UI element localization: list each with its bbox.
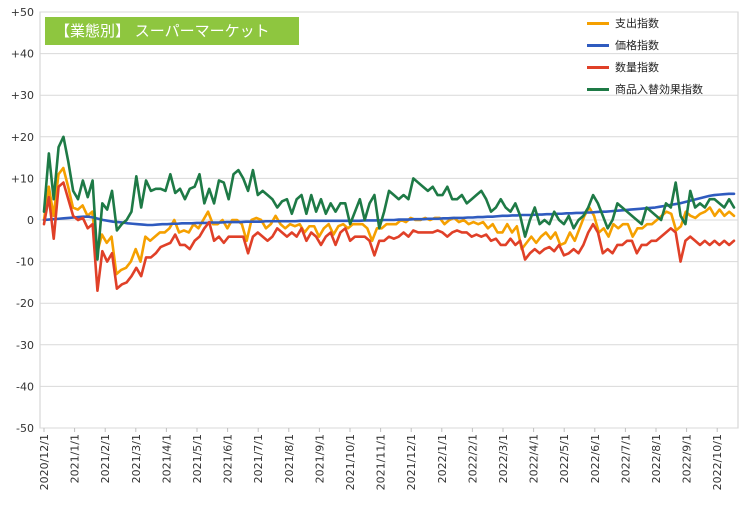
legend-label: 支出指数 <box>615 17 659 30</box>
x-tick-label: 2022/1/1 <box>436 434 449 483</box>
legend-swatch <box>587 65 609 69</box>
legend: 支出指数 価格指数 数量指数 商品入替効果指数 <box>587 12 703 100</box>
x-tick-label: 2021/5/1 <box>191 434 204 483</box>
legend-swatch <box>587 43 609 47</box>
legend-item-spending: 支出指数 <box>587 12 703 34</box>
y-tick-label: +20 <box>11 131 34 144</box>
x-tick-label: 2021/6/1 <box>222 434 235 483</box>
x-tick-label: 2022/9/1 <box>681 434 694 483</box>
legend-item-price: 価格指数 <box>587 34 703 56</box>
x-tick-label: 2021/9/1 <box>313 434 326 483</box>
y-tick-label: +40 <box>11 48 34 61</box>
gridlines <box>39 11 739 429</box>
x-tick-label: 2022/10/1 <box>711 434 724 490</box>
series-line-3 <box>42 135 736 261</box>
x-tick-label: 2021/8/1 <box>283 434 296 483</box>
x-axis-ticks: 2020/12/1 2021/1/1 2021/2/1 2021/3/1 2021/4/… <box>38 428 742 490</box>
legend-label: 数量指数 <box>615 61 659 74</box>
y-tick-label: -20 <box>16 297 34 310</box>
legend-swatch <box>587 87 609 91</box>
x-tick-label: 2021/7/1 <box>252 434 265 483</box>
x-tick-label: 2021/12/1 <box>405 434 418 490</box>
x-tick-label: 2021/11/1 <box>375 434 388 490</box>
x-tick-label: 2020/12/1 <box>38 434 51 490</box>
series-line-1 <box>42 192 736 227</box>
y-tick-label: 0 <box>27 214 34 227</box>
legend-item-quantity: 数量指数 <box>587 56 703 78</box>
x-tick-label: 2021/10/1 <box>344 434 357 490</box>
x-tick-label: 2022/4/1 <box>528 434 541 483</box>
chart-title: 【業態別】 スーパーマーケット <box>45 17 299 45</box>
x-tick-label: 2022/6/1 <box>589 434 602 483</box>
x-tick-label: 2022/8/1 <box>650 434 663 483</box>
y-tick-label: -40 <box>16 380 34 393</box>
y-tick-label: +10 <box>11 172 34 185</box>
x-tick-label: 2021/3/1 <box>130 434 143 483</box>
y-tick-label: -10 <box>16 256 34 269</box>
y-tick-label: -50 <box>16 422 34 435</box>
y-tick-label: +50 <box>11 6 34 19</box>
legend-label: 商品入替効果指数 <box>615 83 703 96</box>
y-axis-ticks: +50 +40 +30 +20 +10 0 -10 -20 -30 -40 -50 <box>11 6 34 435</box>
y-tick-label: -30 <box>16 339 34 352</box>
series-line-0 <box>42 166 736 276</box>
legend-item-replacement: 商品入替効果指数 <box>587 78 703 100</box>
x-tick-label: 2022/2/1 <box>466 434 479 483</box>
series-line-2 <box>42 181 736 293</box>
series-lines <box>42 135 736 293</box>
x-tick-label: 2022/7/1 <box>619 434 632 483</box>
x-tick-label: 2021/1/1 <box>69 434 82 483</box>
legend-label: 価格指数 <box>615 39 659 52</box>
y-tick-label: +30 <box>11 89 34 102</box>
x-tick-label: 2021/4/1 <box>160 434 173 483</box>
x-tick-label: 2021/2/1 <box>99 434 112 483</box>
x-tick-label: 2022/3/1 <box>497 434 510 483</box>
x-tick-label: 2022/5/1 <box>558 434 571 483</box>
legend-swatch <box>587 21 609 25</box>
